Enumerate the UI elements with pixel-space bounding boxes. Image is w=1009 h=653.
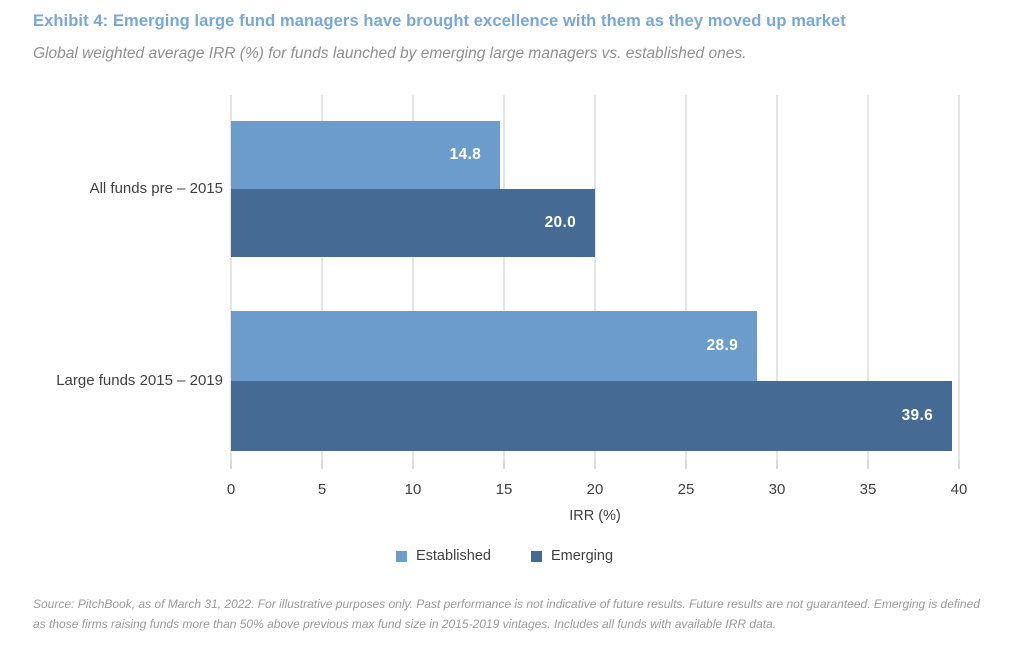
legend-label-established: Established bbox=[415, 548, 491, 564]
tick-label-35: 35 bbox=[859, 481, 877, 498]
legend-swatch-established bbox=[395, 550, 407, 562]
category-label-1: Large funds 2015 – 2019 bbox=[56, 372, 223, 389]
gridline-x25 bbox=[685, 95, 687, 460]
bar-emerging-0: 20.0 bbox=[231, 189, 595, 257]
gridline-x35 bbox=[867, 95, 869, 460]
tick-mark-20 bbox=[594, 460, 596, 469]
tick-label-40: 40 bbox=[950, 481, 968, 498]
tick-mark-10 bbox=[412, 460, 414, 469]
gridline-x30 bbox=[776, 95, 778, 460]
source-note: Source: PitchBook, as of March 31, 2022.… bbox=[33, 597, 980, 631]
chart-legend: Established Emerging bbox=[0, 548, 1009, 564]
x-axis-label: IRR (%) bbox=[569, 508, 621, 524]
tick-label-5: 5 bbox=[317, 481, 327, 498]
legend-item-emerging: Emerging bbox=[530, 548, 614, 564]
tick-label-20: 20 bbox=[586, 481, 604, 498]
gridline-x0 bbox=[230, 95, 232, 460]
category-label-0: All funds pre – 2015 bbox=[89, 180, 223, 197]
legend-label-emerging: Emerging bbox=[550, 548, 614, 564]
bar-value-label: 28.9 bbox=[706, 337, 738, 354]
tick-mark-15 bbox=[503, 460, 505, 469]
tick-mark-25 bbox=[685, 460, 687, 469]
gridline-x15 bbox=[503, 95, 505, 460]
page-title: Exhibit 4: Emerging large fund managers … bbox=[33, 12, 846, 30]
legend-swatch-emerging bbox=[530, 550, 542, 562]
bar-emerging-1: 39.6 bbox=[231, 381, 952, 451]
tick-label-15: 15 bbox=[495, 481, 513, 498]
tick-label-30: 30 bbox=[768, 481, 786, 498]
tick-label-0: 0 bbox=[226, 481, 236, 498]
chart-subtitle: Global weighted average IRR (%) for fund… bbox=[33, 45, 747, 62]
tick-label-25: 25 bbox=[677, 481, 695, 498]
bar-value-label: 39.6 bbox=[901, 407, 933, 424]
bar-established-1: 28.9 bbox=[231, 311, 757, 381]
legend-item-established: Established bbox=[395, 548, 491, 564]
bar-established-0: 14.8 bbox=[231, 121, 500, 189]
tick-mark-0 bbox=[230, 460, 232, 469]
tick-mark-40 bbox=[958, 460, 960, 469]
gridline-x5 bbox=[321, 95, 323, 460]
bar-value-label: 20.0 bbox=[544, 214, 576, 231]
gridline-x20 bbox=[594, 95, 596, 460]
gridline-x10 bbox=[412, 95, 414, 460]
bar-value-label: 14.8 bbox=[449, 146, 481, 163]
gridline-x40 bbox=[958, 95, 960, 460]
tick-mark-35 bbox=[867, 460, 869, 469]
tick-label-10: 10 bbox=[404, 481, 422, 498]
tick-mark-5 bbox=[321, 460, 323, 469]
tick-mark-30 bbox=[776, 460, 778, 469]
